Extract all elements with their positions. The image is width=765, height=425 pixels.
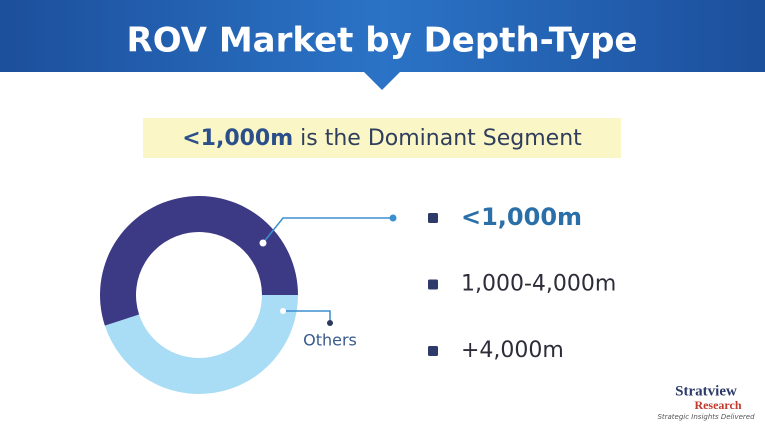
logo-tagline: Strategic Insights Delivered — [657, 413, 755, 421]
subtitle-highlight: <1,000m — [182, 126, 293, 151]
chart-title: ROV Market by Depth-Type — [127, 21, 638, 61]
leader-dot — [259, 239, 267, 247]
legend-swatch — [428, 346, 438, 356]
legend-label: <1,000m — [461, 203, 582, 231]
leader-dot — [327, 320, 333, 326]
legend-label: +4,000m — [461, 338, 564, 363]
leader-dot — [389, 214, 397, 222]
leader-dot — [280, 308, 286, 314]
legend-swatch — [428, 213, 438, 223]
leaders — [262, 217, 393, 323]
legend-swatch — [428, 279, 438, 290]
logo: Stratview Research Strategic Insights De… — [657, 383, 755, 421]
leader-line — [262, 217, 393, 244]
subtitle-text: is the Dominant Segment — [300, 126, 582, 151]
subtitle: <1,000m is the Dominant Segment — [182, 126, 582, 151]
legend-label: 1,000-4,000m — [461, 272, 616, 297]
donut-slice — [104, 295, 299, 394]
donut-slice — [100, 196, 298, 326]
leader-line — [283, 310, 331, 323]
legend: <1,000m 1,000-4,000m +4,000m — [428, 203, 616, 363]
donut — [100, 196, 299, 394]
logo-sub: Research — [694, 398, 741, 412]
slice-label: Others — [303, 331, 357, 350]
header-banner — [0, 0, 765, 90]
logo-name: Stratview — [675, 383, 737, 399]
subtitle-box — [143, 118, 621, 158]
